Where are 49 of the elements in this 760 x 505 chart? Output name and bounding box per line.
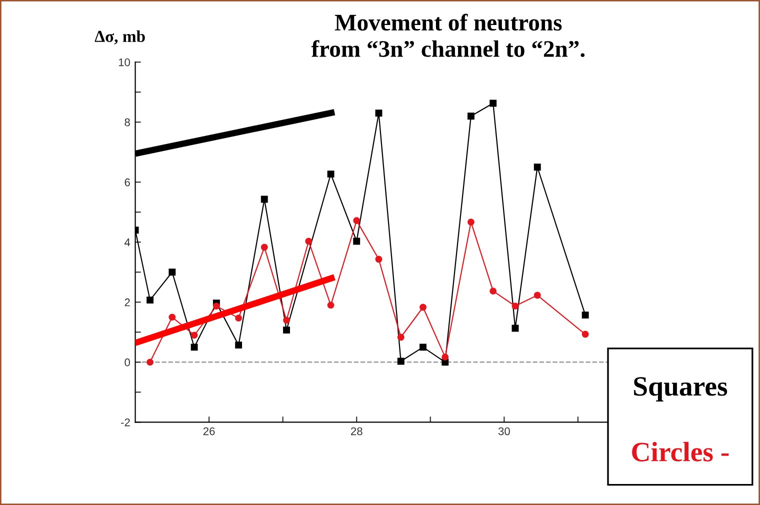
point: [375, 256, 382, 263]
text: Circles -: [632, 442, 729, 462]
point: [490, 100, 497, 107]
point: [512, 302, 519, 310]
point: [375, 110, 382, 117]
point: [397, 334, 404, 341]
point: [260, 244, 268, 251]
point: [146, 358, 154, 366]
point: [353, 238, 360, 245]
point: [420, 304, 426, 311]
y-tick-label: 8: [124, 118, 130, 126]
x-tick-label: 30: [498, 427, 510, 436]
point: [327, 170, 334, 178]
chart-title: Movement of neutrons from “3n” channel to “2n”.: [311, 14, 585, 58]
point: [190, 344, 198, 351]
point: [468, 112, 474, 120]
y-tick-label: 2: [124, 298, 130, 306]
point: [235, 342, 242, 349]
point: [582, 312, 589, 319]
x-tick-label: 28: [350, 427, 362, 436]
point: [190, 332, 198, 339]
point: [512, 324, 519, 332]
point: [442, 354, 449, 361]
point: [305, 238, 312, 245]
point: [420, 344, 426, 351]
text: Squares: [634, 377, 728, 402]
point: [534, 164, 541, 171]
y-tick-label: 4: [124, 238, 130, 246]
point: [582, 330, 589, 338]
point: [490, 288, 497, 295]
point: [260, 196, 268, 203]
point: [283, 326, 290, 334]
point: [212, 302, 220, 310]
point: [235, 314, 242, 322]
y-tick-label: 0: [124, 358, 130, 366]
point: [353, 217, 360, 224]
point: [146, 296, 154, 304]
point: [168, 314, 176, 321]
y-tick-label: 10: [118, 58, 130, 66]
point: [397, 358, 404, 365]
point: [534, 292, 541, 299]
point: [327, 302, 334, 309]
y-tick-label: -2: [121, 418, 130, 426]
point: [468, 218, 474, 226]
x-tick-label: 26: [203, 427, 215, 436]
y-tick-label: 6: [124, 178, 130, 186]
point: [283, 316, 290, 324]
y-axis-title: Δσ, mb: [94, 30, 145, 44]
point: [168, 268, 176, 276]
